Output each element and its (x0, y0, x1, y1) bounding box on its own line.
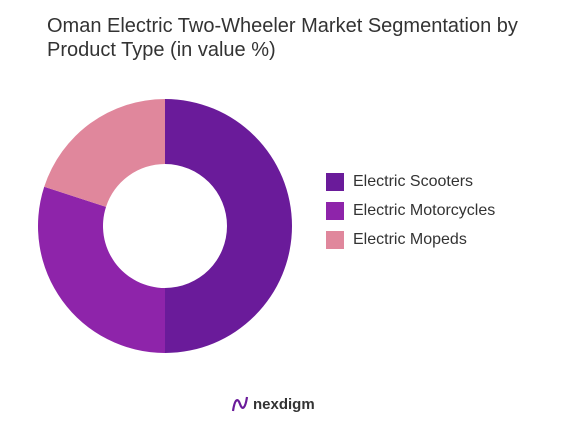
donut-slice (37, 186, 165, 353)
brand-name: nexdigm (253, 396, 315, 413)
legend-label: Electric Scooters (353, 173, 473, 190)
donut-slice (44, 99, 166, 207)
donut-slice (165, 99, 292, 353)
brand-logo: nexdigm (231, 396, 315, 413)
brand-icon (231, 396, 249, 412)
legend-swatch (326, 231, 344, 249)
chart-title: Oman Electric Two-Wheeler Market Segment… (47, 15, 518, 61)
legend-swatch (326, 173, 344, 191)
legend-label: Electric Motorcycles (353, 202, 495, 219)
legend-swatch (326, 202, 344, 220)
legend-label: Electric Mopeds (353, 231, 467, 248)
